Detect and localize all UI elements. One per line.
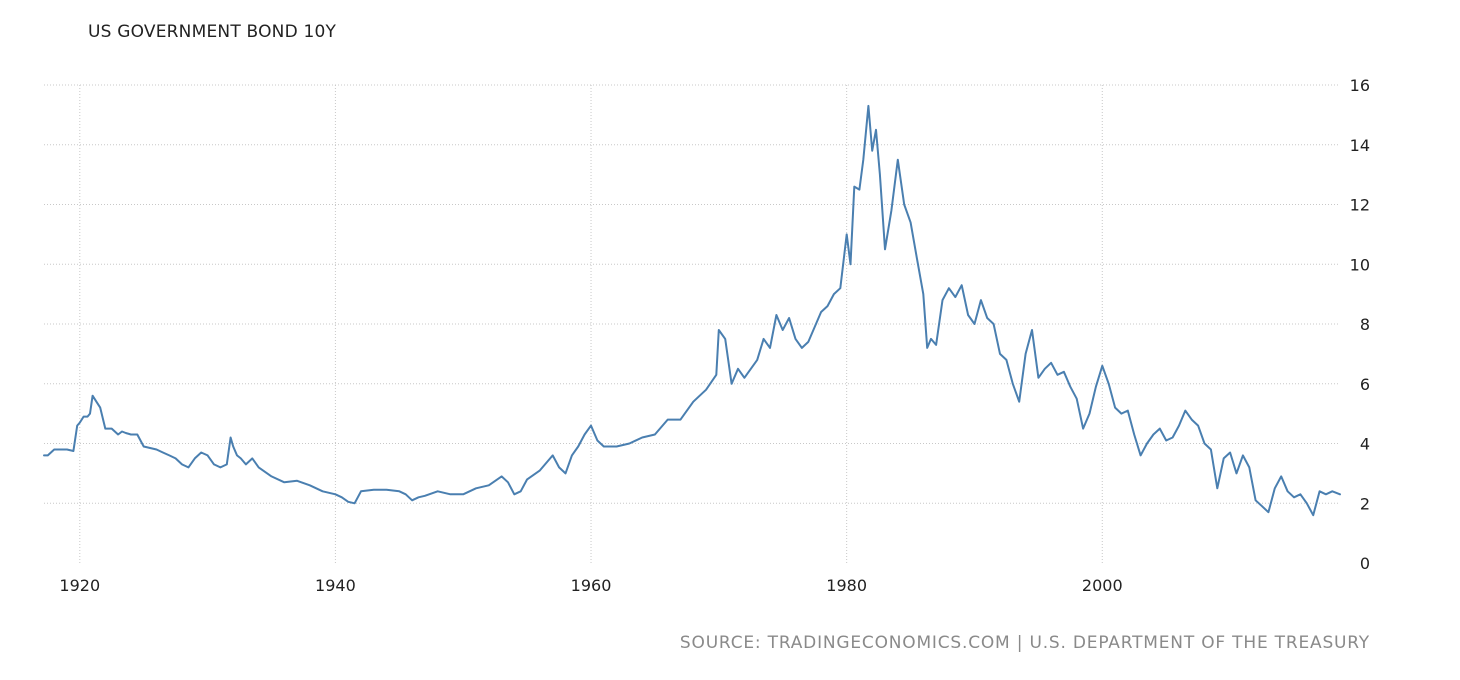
y-gridlines <box>44 84 1340 504</box>
y-tick-label: 0 <box>1360 554 1370 573</box>
y-tick-label: 10 <box>1350 255 1370 274</box>
y-tick-label: 14 <box>1350 136 1370 155</box>
y-tick-label: 6 <box>1360 375 1370 394</box>
y-tick-label: 8 <box>1360 315 1370 334</box>
x-tick-label: 2000 <box>1082 576 1123 595</box>
x-tick-label: 1980 <box>826 576 867 595</box>
y-tick-label: 4 <box>1360 435 1370 454</box>
y-tick-label: 16 <box>1350 76 1370 95</box>
x-axis-tick-labels: 1920 1940 1960 1980 2000 <box>59 576 1122 595</box>
y-tick-label: 2 <box>1360 494 1370 513</box>
chart-title: US GOVERNMENT BOND 10Y <box>88 22 337 42</box>
y-tick-label: 12 <box>1350 196 1370 215</box>
y-axis-tick-labels: 0 2 4 6 8 10 12 14 16 <box>1350 76 1370 573</box>
series-line <box>43 104 1341 517</box>
x-tick-label: 1940 <box>315 576 356 595</box>
x-tick-label: 1920 <box>59 576 100 595</box>
x-tick-label: 1960 <box>571 576 612 595</box>
chart-source: SOURCE: TRADINGECONOMICS.COM | U.S. DEPA… <box>679 633 1370 653</box>
